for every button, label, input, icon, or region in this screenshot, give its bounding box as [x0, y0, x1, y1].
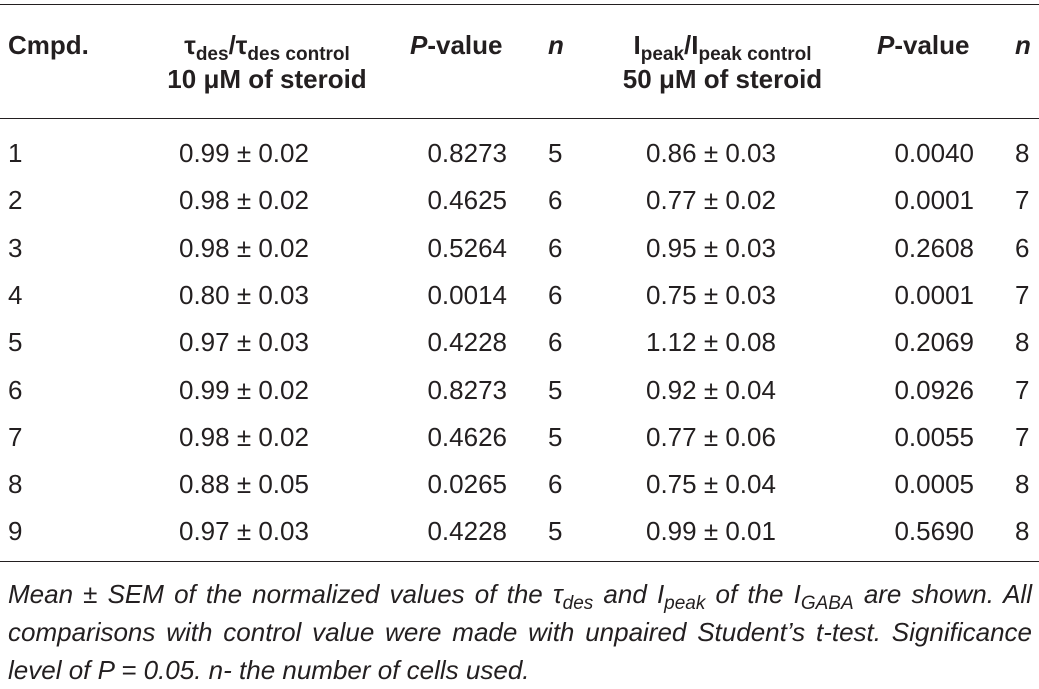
- cell-n-2: 7: [1015, 374, 1030, 405]
- cell-tau-ratio: 0.98 ± 0.02: [179, 185, 309, 216]
- cell-p-value-1: 0.8273: [427, 374, 507, 405]
- table-footnote: Mean ± SEM of the normalized values of t…: [8, 579, 1032, 685]
- cell-n-1: 6: [548, 469, 563, 500]
- cell-tau-ratio: 0.99 ± 0.02: [179, 374, 309, 405]
- header-ipeak-ratio: Ipeak/Ipeak control 50 μM of steroid: [585, 28, 860, 96]
- cell-cmpd: 9: [8, 516, 23, 547]
- cell-n-1: 5: [548, 516, 563, 547]
- cell-ipeak-ratio: 0.75 ± 0.03: [646, 279, 776, 310]
- cell-p-value-2: 0.0040: [894, 138, 974, 168]
- cell-n-2: 8: [1015, 327, 1030, 358]
- cell-tau-ratio: 0.98 ± 0.02: [179, 232, 309, 263]
- cell-p-value-1: 0.4228: [427, 327, 507, 358]
- table-row: 1 0.99 ± 0.02 0.8273 5 0.86 ± 0.03 0.0040 8: [0, 136, 1039, 183]
- header-ipeak-ratio-line1: Ipeak/Ipeak control: [633, 30, 812, 65]
- header-tau-ratio-line1: τdes/τdes control: [184, 30, 350, 65]
- cell-n-2: 6: [1015, 232, 1030, 263]
- cell-n-2: 8: [1015, 138, 1030, 168]
- cell-p-value-1: 0.4625: [427, 185, 507, 216]
- header-rule: [0, 118, 1039, 119]
- cell-n-1: 5: [548, 138, 563, 168]
- cell-ipeak-ratio: 1.12 ± 0.08: [646, 327, 776, 358]
- cell-p-value-2: 0.0005: [894, 469, 974, 500]
- cell-n-2: 8: [1015, 516, 1030, 547]
- cell-ipeak-ratio: 0.95 ± 0.03: [646, 232, 776, 263]
- cell-tau-ratio: 0.99 ± 0.02: [179, 138, 309, 168]
- cell-p-value-1: 0.0265: [427, 469, 507, 500]
- cell-tau-ratio: 0.98 ± 0.02: [179, 421, 309, 452]
- header-tau-ratio: τdes/τdes control 10 μM of steroid: [122, 28, 412, 96]
- cell-n-1: 5: [548, 374, 563, 405]
- cell-p-value-2: 0.2069: [894, 327, 974, 358]
- table-row: 7 0.98 ± 0.02 0.4626 5 0.77 ± 0.06 0.0055 7: [0, 420, 1039, 467]
- header-p-value-2: P-value: [877, 30, 970, 60]
- cell-n-1: 6: [548, 185, 563, 216]
- cell-p-value-2: 0.5690: [894, 516, 974, 547]
- cell-n-1: 6: [548, 327, 563, 358]
- cell-cmpd: 2: [8, 185, 23, 216]
- cell-ipeak-ratio: 0.86 ± 0.03: [646, 138, 776, 168]
- cell-tau-ratio: 0.97 ± 0.03: [179, 516, 309, 547]
- cell-p-value-2: 0.0055: [894, 421, 974, 452]
- cell-n-2: 8: [1015, 469, 1030, 500]
- table-row: 3 0.98 ± 0.02 0.5264 6 0.95 ± 0.03 0.2608 6: [0, 231, 1039, 278]
- table-row: 9 0.97 ± 0.03 0.4228 5 0.99 ± 0.01 0.5690 8: [0, 514, 1039, 561]
- cell-p-value-1: 0.8273: [427, 138, 507, 168]
- table-bottom-rule: [0, 561, 1039, 562]
- cell-p-value-1: 0.4228: [427, 516, 507, 547]
- table-row: 4 0.80 ± 0.03 0.0014 6 0.75 ± 0.03 0.0001 7: [0, 278, 1039, 325]
- cell-cmpd: 4: [8, 279, 23, 310]
- cell-n-1: 6: [548, 232, 563, 263]
- cell-tau-ratio: 0.88 ± 0.05: [179, 469, 309, 500]
- cell-p-value-2: 0.2608: [894, 232, 974, 263]
- cell-ipeak-ratio: 0.77 ± 0.06: [646, 421, 776, 452]
- cell-ipeak-ratio: 0.99 ± 0.01: [646, 516, 776, 547]
- cell-cmpd: 8: [8, 469, 23, 500]
- cell-n-2: 7: [1015, 279, 1030, 310]
- table-row: 6 0.99 ± 0.02 0.8273 5 0.92 ± 0.04 0.0926 7: [0, 373, 1039, 420]
- table-top-rule: [0, 4, 1039, 5]
- header-n-2: n: [1015, 30, 1031, 60]
- cell-n-2: 7: [1015, 185, 1030, 216]
- cell-p-value-2: 0.0926: [894, 374, 974, 405]
- cell-ipeak-ratio: 0.77 ± 0.02: [646, 185, 776, 216]
- cell-cmpd: 7: [8, 421, 23, 452]
- cell-p-value-2: 0.0001: [894, 185, 974, 216]
- table-row: 2 0.98 ± 0.02 0.4625 6 0.77 ± 0.02 0.0001 7: [0, 183, 1039, 230]
- cell-tau-ratio: 0.97 ± 0.03: [179, 327, 309, 358]
- table-row: 5 0.97 ± 0.03 0.4228 6 1.12 ± 0.08 0.2069 8: [0, 325, 1039, 372]
- header-n-1: n: [548, 30, 564, 60]
- cell-n-1: 5: [548, 421, 563, 452]
- cell-p-value-2: 0.0001: [894, 279, 974, 310]
- cell-n-2: 7: [1015, 421, 1030, 452]
- header-ipeak-ratio-line2: 50 μM of steroid: [622, 64, 823, 94]
- cell-tau-ratio: 0.80 ± 0.03: [179, 279, 309, 310]
- cell-cmpd: 6: [8, 374, 23, 405]
- cell-p-value-1: 0.5264: [427, 232, 507, 263]
- cell-ipeak-ratio: 0.92 ± 0.04: [646, 374, 776, 405]
- cell-n-1: 6: [548, 279, 563, 310]
- table-row: 8 0.88 ± 0.05 0.0265 6 0.75 ± 0.04 0.0005 8: [0, 467, 1039, 514]
- cell-cmpd: 5: [8, 327, 23, 358]
- header-p-value-1: P-value: [410, 30, 503, 60]
- cell-p-value-1: 0.0014: [427, 279, 507, 310]
- cell-cmpd: 3: [8, 232, 23, 263]
- cell-cmpd: 1: [8, 138, 23, 168]
- header-cmpd: Cmpd.: [8, 30, 89, 60]
- header-tau-ratio-line2: 10 μM of steroid: [167, 64, 367, 94]
- cell-p-value-1: 0.4626: [427, 421, 507, 452]
- cell-ipeak-ratio: 0.75 ± 0.04: [646, 469, 776, 500]
